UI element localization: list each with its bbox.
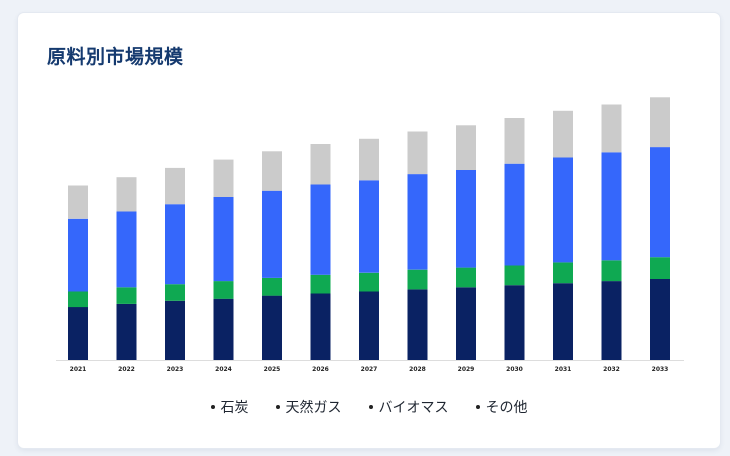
bar-segment-2031-series-2 <box>553 157 573 263</box>
legend-label: 天然ガス <box>285 400 342 416</box>
bar-segment-2031-series-0 <box>553 283 573 360</box>
legend-label: バイオマス <box>378 400 449 416</box>
bar-segment-2026-series-3 <box>310 144 331 185</box>
bar-segment-2029-series-3 <box>456 125 476 170</box>
legend-label: 石炭 <box>220 400 249 416</box>
bar-segment-2030-series-2 <box>504 163 525 266</box>
bar-segment-2030-series-0 <box>504 285 525 360</box>
bar-segment-2031-series-3 <box>553 110 573 158</box>
x-tick-label: 2029 <box>458 366 475 373</box>
legend-item: 石炭 <box>210 397 249 417</box>
bar-segment-2029-series-1 <box>456 267 476 288</box>
bar-segment-2028-series-1 <box>407 269 428 290</box>
legend-bullet-icon <box>475 405 480 409</box>
bar-segment-2029-series-0 <box>456 287 476 360</box>
x-tick-label: 2022 <box>118 366 135 373</box>
x-tick-label: 2030 <box>506 366 523 373</box>
x-tick-label: 2024 <box>215 366 232 373</box>
bar-segment-2026-series-1 <box>310 274 331 294</box>
bar-segment-2027-series-2 <box>359 180 379 273</box>
bar-segment-2031-series-1 <box>553 262 573 284</box>
chart-title: 原料別市場規模 <box>47 46 184 68</box>
bar-segment-2033-series-3 <box>650 97 670 148</box>
bar-segment-2023-series-2 <box>165 204 185 285</box>
bar-segment-2029-series-2 <box>456 170 476 268</box>
bar-segment-2024-series-3 <box>213 159 234 197</box>
bar-segment-2021-series-0 <box>68 307 88 360</box>
bar-segment-2026-series-0 <box>310 293 331 360</box>
chart-card: 原料別市場規模 2021 2022 2023 2024 2025 2026 2027 2028… <box>18 13 720 448</box>
bar-segment-2025-series-3 <box>262 151 282 191</box>
bar-segment-2033-series-0 <box>650 279 670 360</box>
bar-segment-2024-series-2 <box>213 197 234 282</box>
bar-segment-2022-series-1 <box>116 287 137 304</box>
bar-segment-2021-series-3 <box>68 185 88 219</box>
legend-bullet-icon <box>210 405 215 409</box>
chart-legend: 石炭 天然ガス バイオマス その他 <box>18 397 720 417</box>
bar-segment-2026-series-2 <box>310 184 331 275</box>
legend-item: バイオマス <box>368 397 449 417</box>
stacked-bar-chart: 2021 2022 2023 2024 2025 2026 2027 2028 2029 2030… <box>56 97 684 373</box>
bar-segment-2022-series-2 <box>116 211 137 288</box>
bar-segment-2032-series-1 <box>601 260 622 282</box>
bar-segment-2025-series-1 <box>262 278 282 296</box>
bar-segment-2027-series-1 <box>359 272 379 292</box>
bar-segment-2022-series-3 <box>116 177 137 212</box>
bar-segment-2021-series-2 <box>68 218 88 292</box>
x-tick-label: 2021 <box>70 366 87 373</box>
bar-segment-2033-series-1 <box>650 257 670 279</box>
bar-segment-2032-series-0 <box>601 281 622 360</box>
legend-label: その他 <box>485 400 528 416</box>
bar-segment-2030-series-3 <box>504 118 525 164</box>
bar-segment-2024-series-1 <box>213 281 234 299</box>
x-tick-label: 2033 <box>652 366 669 373</box>
bar-segment-2027-series-3 <box>359 138 379 181</box>
legend-item: その他 <box>475 397 528 417</box>
bar-segment-2021-series-1 <box>68 291 88 308</box>
bar-segment-2028-series-2 <box>407 174 428 270</box>
bar-segment-2025-series-2 <box>262 190 282 278</box>
bar-segment-2032-series-3 <box>601 104 622 153</box>
x-tick-label: 2026 <box>312 366 329 373</box>
bar-segment-2023-series-1 <box>165 284 185 301</box>
x-tick-label: 2031 <box>555 366 572 373</box>
x-tick-label: 2032 <box>603 366 620 373</box>
x-tick-label: 2025 <box>264 366 281 373</box>
bar-segment-2024-series-0 <box>213 298 234 360</box>
x-tick-label: 2028 <box>409 366 426 373</box>
x-tick-label: 2027 <box>361 366 378 373</box>
bar-segment-2023-series-3 <box>165 167 185 205</box>
bar-segment-2022-series-0 <box>116 303 137 360</box>
bar-segment-2023-series-0 <box>165 300 185 360</box>
x-tick-label: 2023 <box>167 366 184 373</box>
legend-item: 天然ガス <box>275 397 342 417</box>
legend-bullet-icon <box>275 405 280 409</box>
bar-segment-2032-series-2 <box>601 152 622 261</box>
legend-bullet-icon <box>368 405 373 409</box>
bar-segment-2033-series-2 <box>650 147 670 258</box>
bar-segment-2028-series-0 <box>407 289 428 360</box>
bar-segment-2027-series-0 <box>359 291 379 360</box>
bar-segment-2030-series-1 <box>504 265 525 286</box>
bar-segment-2025-series-0 <box>262 295 282 360</box>
bar-segment-2028-series-3 <box>407 131 428 175</box>
